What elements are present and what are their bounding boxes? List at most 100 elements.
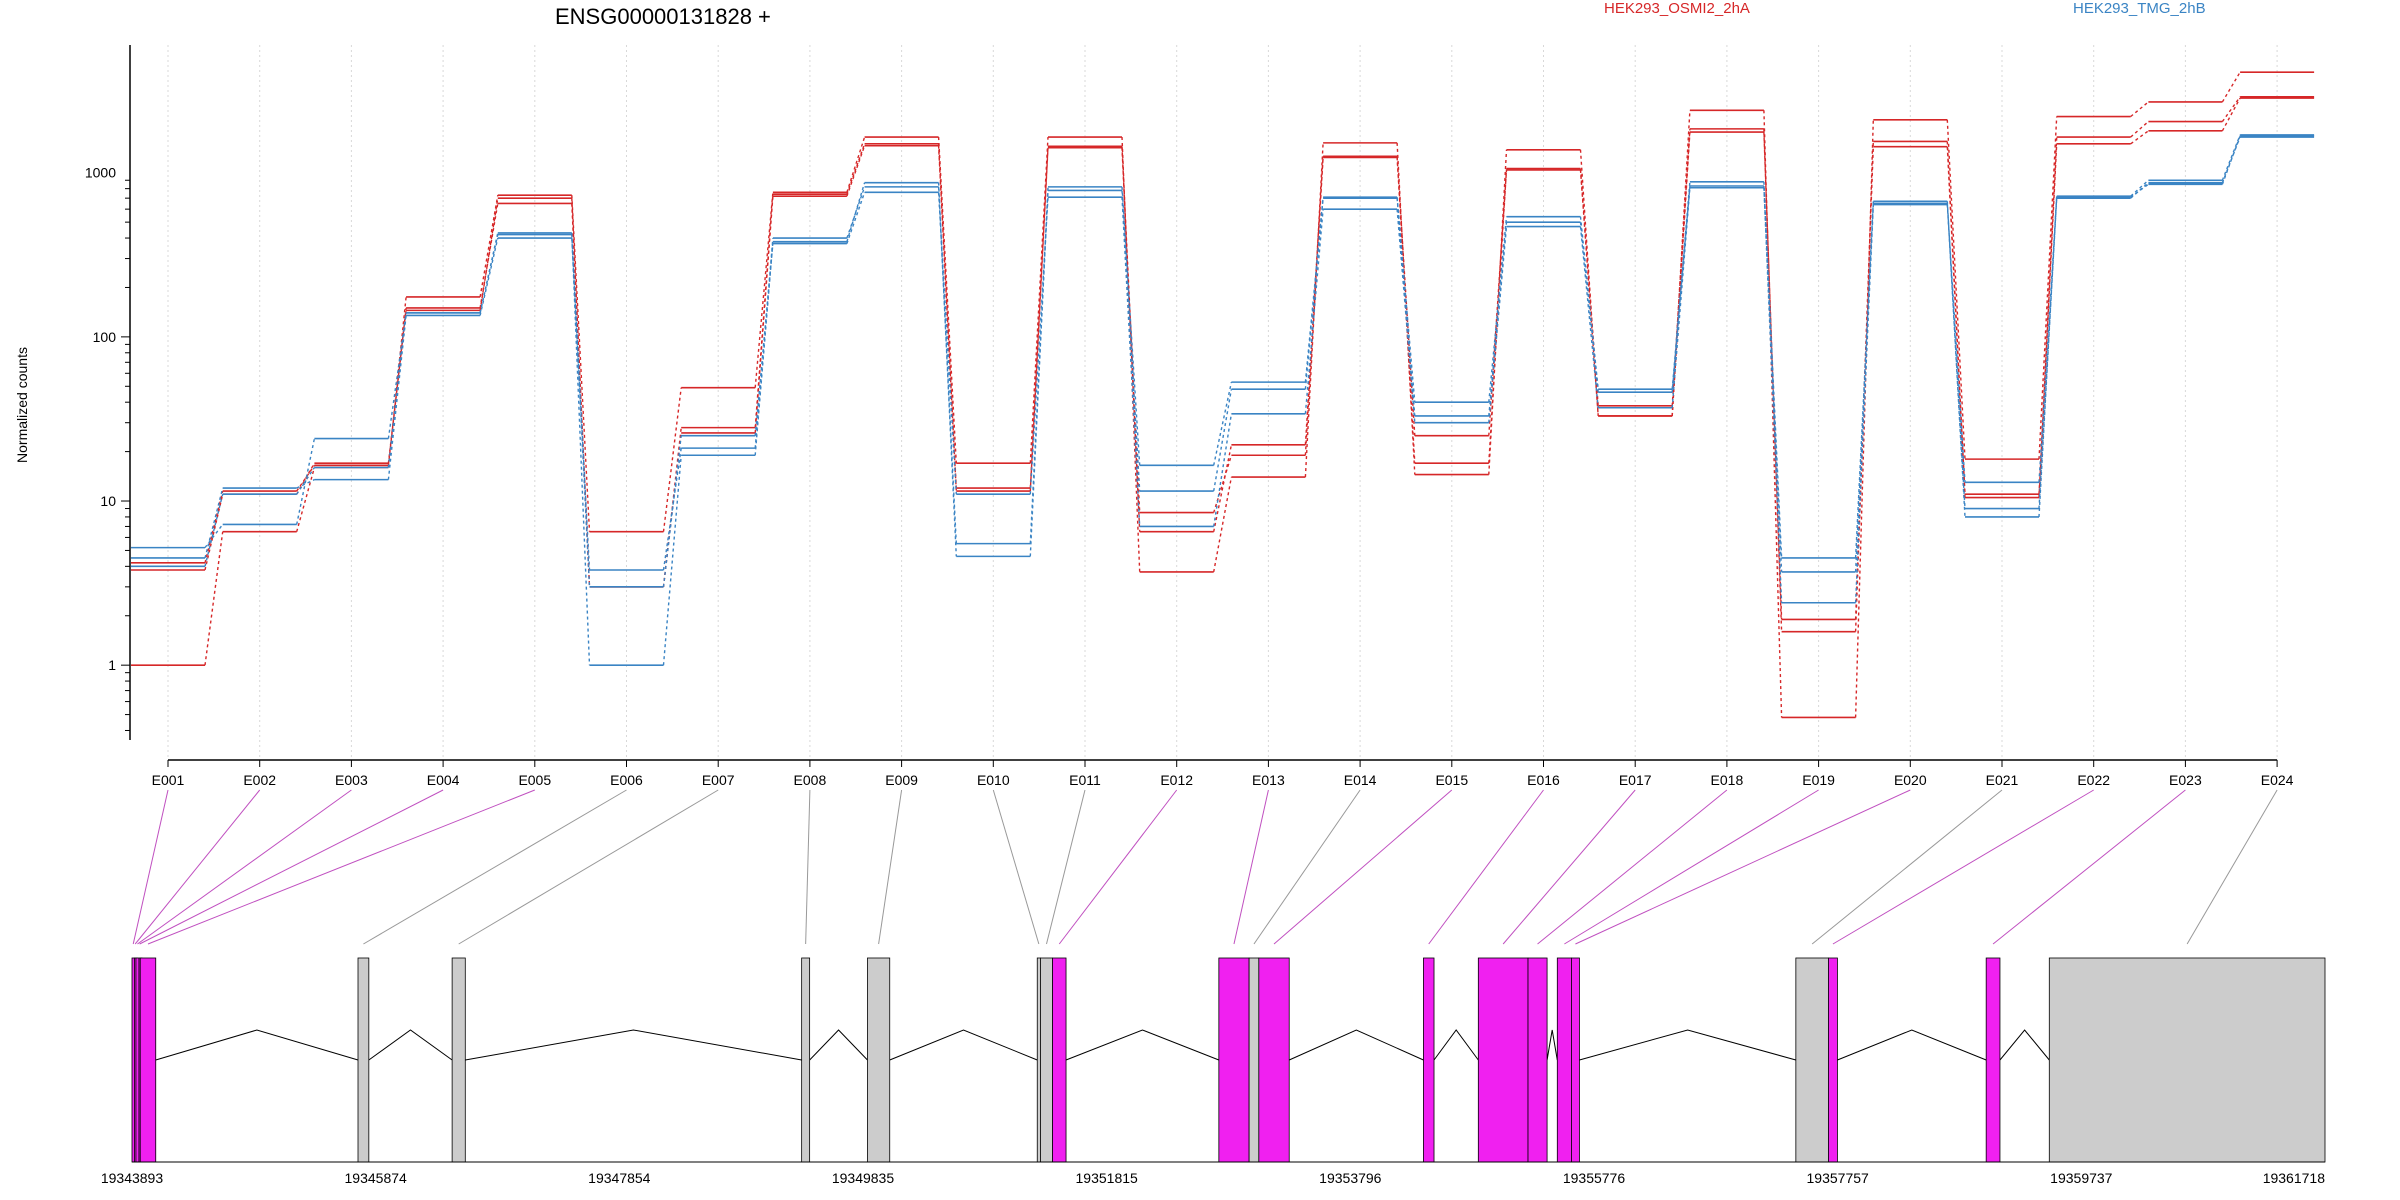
exon-box-e011	[1040, 957, 1053, 1163]
series-connector	[1579, 226, 1599, 408]
series-connector	[846, 145, 866, 197]
series-connector	[387, 307, 407, 466]
intron-line	[1546, 1029, 1558, 1061]
series-line	[131, 136, 2315, 573]
series-connector	[1304, 209, 1324, 414]
intron-line	[155, 1029, 359, 1061]
series-connector	[1213, 476, 1233, 573]
exon-connector-line	[1253, 789, 1361, 945]
x-tick-label: E009	[885, 772, 918, 788]
x-tick-label: E007	[702, 772, 735, 788]
exon-connector-line	[1233, 789, 1269, 945]
series-connector	[1671, 128, 1691, 406]
exon-box-e015	[1258, 957, 1290, 1163]
genomic-coord-label: 19355776	[1563, 1170, 1626, 1186]
intron-line	[1433, 1029, 1479, 1061]
series-line	[131, 134, 2315, 604]
series-connector	[937, 136, 957, 464]
exon-box-e023	[1985, 957, 2001, 1163]
series-connector	[1396, 209, 1416, 423]
series-connector	[754, 192, 774, 388]
x-tick-label: E022	[2077, 772, 2110, 788]
exon-connector-line	[878, 789, 903, 945]
x-tick-label: E013	[1252, 772, 1285, 788]
exon-connector-line	[132, 789, 169, 945]
series-connector	[1488, 168, 1508, 464]
exon-box-e021	[1795, 957, 1829, 1163]
y-tick-label: 1	[108, 657, 116, 673]
series-connector	[387, 296, 407, 468]
y-tick-label: 100	[93, 329, 117, 345]
exon-box-e020	[1571, 957, 1580, 1163]
series-connector	[1671, 185, 1691, 393]
exon-box-e017	[1477, 957, 1529, 1163]
genomic-coord-label: 19343893	[101, 1170, 164, 1186]
exon-box-e016	[1423, 957, 1435, 1163]
x-tick-label: E003	[335, 772, 368, 788]
x-tick-label: E018	[1711, 772, 1744, 788]
chart-title: ENSG00000131828 +	[555, 4, 771, 29]
series-connector	[1671, 181, 1691, 390]
series-connector	[1396, 198, 1416, 416]
exon-connector-line	[992, 789, 1040, 945]
exon-connector-line	[1832, 789, 2094, 945]
series-connector	[662, 435, 682, 587]
series-connector	[479, 234, 499, 314]
x-tick-label: E012	[1160, 772, 1193, 788]
series-connector	[2130, 130, 2149, 145]
series-connector	[1854, 204, 1874, 603]
exon-box-e014	[1248, 957, 1260, 1163]
intron-line	[1579, 1029, 1796, 1061]
series-connector	[1946, 204, 1966, 483]
series-connector	[1304, 198, 1324, 390]
series-connector	[2130, 101, 2149, 118]
x-tick-label: E021	[1986, 772, 2019, 788]
series-connector	[2221, 97, 2241, 132]
series-connector	[296, 467, 315, 495]
series-connector	[204, 490, 224, 564]
genomic-coord-label: 19361718	[2263, 1170, 2326, 1186]
intron-line	[368, 1029, 453, 1061]
series-connector	[846, 182, 866, 242]
exon-connector-line	[1811, 789, 2003, 945]
axes: 1 10 100 1000 E001 E002 E003 E004 E005 E006 E007 E0…	[85, 45, 2294, 788]
genomic-coord-label: 19351815	[1076, 1170, 1139, 1186]
series-connector	[1213, 389, 1233, 492]
series-line	[131, 97, 2315, 621]
series-connector	[571, 238, 591, 571]
intron-line	[1837, 1029, 1987, 1061]
series-connector	[2221, 96, 2241, 122]
series-connector	[1304, 156, 1324, 445]
exon-connector-line	[147, 789, 535, 945]
series-connector	[296, 464, 315, 492]
series-connector	[937, 192, 957, 495]
genomic-coord-label: 19353796	[1319, 1170, 1382, 1186]
exon-connector-line	[1045, 789, 1086, 945]
exon-box-e018	[1527, 957, 1548, 1163]
series-line	[131, 71, 2315, 719]
series-connector	[1946, 201, 1966, 517]
x-tick-label: E017	[1619, 772, 1652, 788]
intron-line	[1065, 1029, 1220, 1061]
gene-model: 19343893 19345874 19347854 19349835 19351815…	[101, 957, 2326, 1186]
series-connector	[1396, 197, 1416, 403]
x-tick-label: E011	[1069, 772, 1101, 788]
x-tick-label: E023	[2169, 772, 2202, 788]
series-connector	[1029, 190, 1049, 544]
exon-connector-line	[1058, 789, 1178, 945]
x-tick-label: E005	[518, 772, 551, 788]
exon-box-e005	[139, 957, 157, 1163]
genomic-coord-label: 19349835	[832, 1170, 895, 1186]
series-connector	[479, 195, 499, 298]
legend-label-osmi2: HEK293_OSMI2_2hA	[1604, 0, 1750, 17]
genomic-coord-label: 19345874	[345, 1170, 408, 1186]
exon-connector-line	[1992, 789, 2186, 945]
exon-connector-line	[139, 789, 444, 945]
x-tick-label: E010	[977, 772, 1010, 788]
grid-lines	[167, 45, 2278, 760]
series-connector	[1121, 146, 1141, 532]
series-connector	[204, 494, 224, 567]
exon-connector-line	[1273, 789, 1453, 945]
series-connector	[2130, 183, 2149, 198]
exon-box-e003	[135, 957, 140, 1163]
